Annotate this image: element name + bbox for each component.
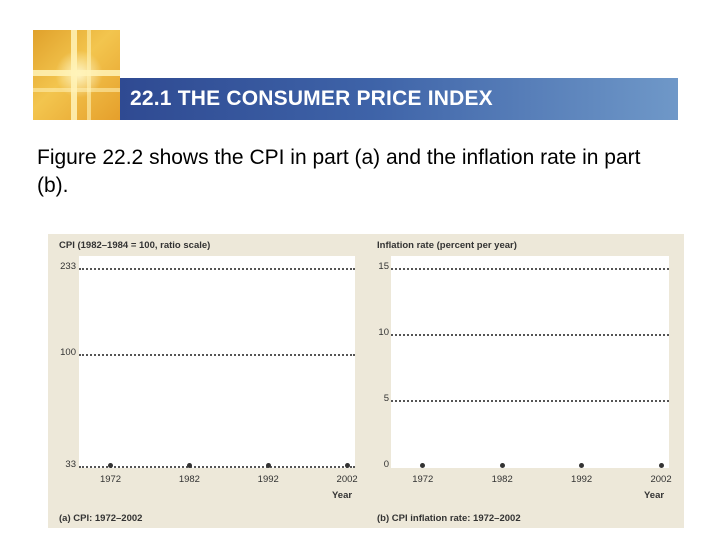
chart-b-caption: (b) CPI inflation rate: 1972–2002 [377, 513, 521, 524]
chart-b-x-tick-label: 2002 [650, 474, 672, 485]
chart-b-x-tick-label: 1992 [571, 474, 593, 485]
title-banner: 22.1 THE CONSUMER PRICE INDEX [120, 78, 678, 120]
chart-a-x-tick-label: 1972 [99, 474, 122, 485]
chart-b-gridline [391, 268, 669, 270]
chart-b-plot-area [391, 256, 669, 468]
chart-a-caption: (a) CPI: 1972–2002 [59, 513, 143, 524]
chart-a-gridline [79, 268, 355, 270]
chart-b-x-tick-label: 1972 [412, 474, 434, 485]
chart-a-gridline [79, 353, 355, 356]
chart-b-gridline [391, 334, 669, 336]
chart-a-y-tick-label: 233 [60, 261, 76, 272]
chart-b-x-tick-mark [499, 462, 505, 468]
chart-b-x-tick-mark [579, 462, 585, 468]
chart-b-gridline [391, 400, 669, 402]
chart-a-ylabel: CPI (1982–1984 = 100, ratio scale) [59, 240, 211, 251]
chart-b-y-tick-label: 5 [383, 393, 389, 404]
chart-a-x-tick-label: 2002 [336, 474, 358, 485]
chart-a-xlabel: Year [332, 490, 353, 501]
chart-b-x-tick-label: 1982 [491, 474, 513, 485]
figure-panel: CPI (1982–1984 = 100, ratio scale) Year … [48, 234, 684, 528]
chart-b-x-tick-mark [420, 462, 426, 468]
chart-a-x-tick-mark [186, 462, 192, 468]
chart-a-x-tick-mark [265, 462, 271, 468]
chart-a-x-tick-mark [108, 462, 114, 468]
chart-a-gridline [79, 466, 355, 468]
chart-b-ylabel: Inflation rate (percent per year) [377, 240, 517, 251]
chart-b-x-tick-mark [658, 462, 664, 468]
slide-title: 22.1 THE CONSUMER PRICE INDEX [130, 87, 493, 110]
chart-a-x-tick-label: 1992 [257, 474, 279, 485]
chart-a-y-tick-label: 33 [65, 459, 76, 470]
chart-b-xlabel: Year [644, 490, 665, 501]
chart-a-x-tick-label: 1982 [178, 474, 200, 485]
logo-graphic [33, 30, 120, 120]
chart-a-x-tick-mark [344, 462, 350, 468]
chart-a-y-tick-label: 100 [60, 346, 76, 358]
slide-body-text: Figure 22.2 shows the CPI in part (a) an… [37, 146, 641, 197]
chart-b-y-tick-label: 10 [378, 327, 389, 338]
chart-b-y-tick-label: 0 [383, 459, 389, 470]
chart-a-plot-area [79, 256, 355, 468]
chart-b-y-tick-label: 15 [378, 261, 389, 272]
